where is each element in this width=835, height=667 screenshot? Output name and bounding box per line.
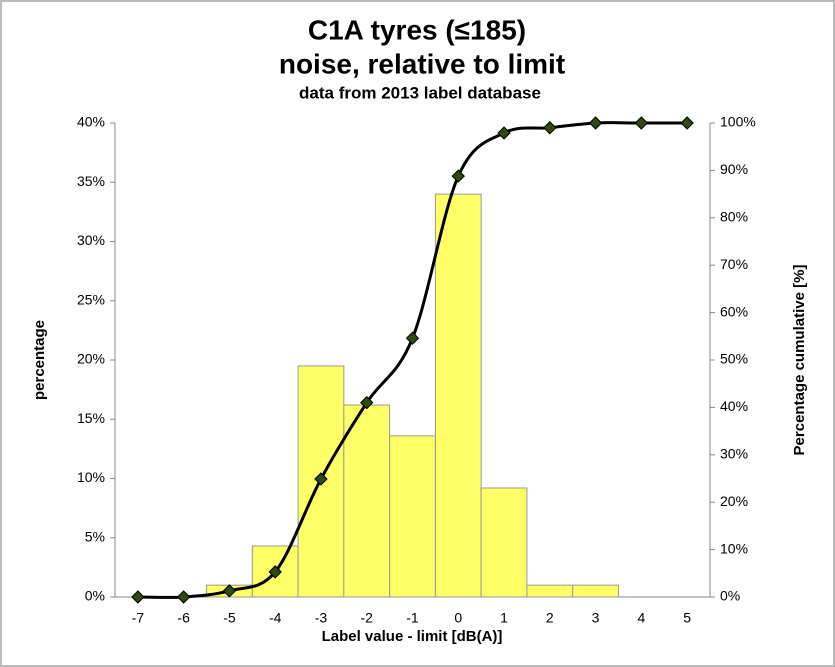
y2-tick-label: 0%	[720, 588, 740, 604]
y-tick-label: 0%	[85, 588, 105, 604]
y2-tick-label: 70%	[720, 256, 748, 272]
cumulative-marker	[588, 116, 603, 130]
cumulative-marker	[268, 565, 282, 579]
x-tick-label: -1	[406, 610, 419, 626]
chart-subtitle: noise, relative to limit	[279, 48, 565, 79]
y-tick-label: 25%	[77, 291, 105, 307]
cumulative-marker	[497, 126, 511, 140]
cumulative-marker	[360, 395, 374, 410]
y-tick-label: 5%	[85, 528, 105, 544]
cumulative-marker	[314, 472, 328, 486]
cumulative-marker	[680, 116, 694, 130]
y2-tick-label: 80%	[720, 209, 748, 225]
x-tick-label: -3	[315, 610, 328, 626]
y2-tick-label: 40%	[720, 398, 748, 414]
cumulative-marker	[543, 121, 557, 135]
y-tick-label: 10%	[77, 469, 105, 485]
y-tick-label: 40%	[77, 114, 105, 130]
bar	[389, 435, 436, 598]
x-tick-label: 1	[500, 610, 508, 626]
y2-tick-label: 30%	[720, 446, 748, 462]
bar	[343, 404, 391, 598]
cumulative-marker	[451, 169, 465, 183]
x-tick-label: 4	[637, 610, 645, 626]
y2-tick-label: 20%	[720, 493, 748, 509]
cumulative-marker	[634, 116, 649, 130]
x-tick-label: -2	[361, 610, 374, 626]
y2-tick-label: 50%	[720, 351, 748, 367]
y-tick-label: 20%	[77, 351, 105, 367]
x-tick-label: -7	[132, 610, 145, 626]
y2-tick-label: 90%	[720, 161, 748, 177]
cumulative-marker	[131, 590, 145, 604]
cumulative-marker	[222, 584, 237, 598]
x-tick-label: -5	[223, 610, 236, 626]
y2-tick-label: 100%	[720, 114, 756, 130]
bar	[572, 584, 619, 598]
x-tick-label: -4	[269, 610, 282, 626]
y-tick-label: 15%	[77, 410, 105, 426]
x-tick-label: 0	[454, 610, 462, 626]
cumulative-marker	[405, 331, 420, 345]
chart-note: data from 2013 label database	[299, 83, 541, 102]
y2-tick-label: 60%	[720, 303, 748, 319]
x-tick-label: 5	[683, 610, 691, 626]
x-tick-label: 2	[546, 610, 554, 626]
y2-axis-label: Percentage cumulative [%]	[791, 265, 808, 456]
chart-title: C1A tyres (≤185)	[308, 14, 526, 45]
cumulative-marker	[176, 590, 191, 604]
bar	[480, 487, 528, 598]
x-tick-label: -6	[177, 610, 190, 626]
y-axis-label: percentage	[31, 320, 48, 400]
y-tick-label: 35%	[77, 173, 105, 189]
y-tick-label: 30%	[77, 232, 105, 248]
y2-tick-label: 10%	[720, 540, 748, 556]
bar	[434, 193, 482, 598]
x-axis-label: Label value - limit [dB(A)]	[322, 628, 503, 645]
x-tick-label: 3	[592, 610, 600, 626]
bar	[526, 584, 574, 598]
